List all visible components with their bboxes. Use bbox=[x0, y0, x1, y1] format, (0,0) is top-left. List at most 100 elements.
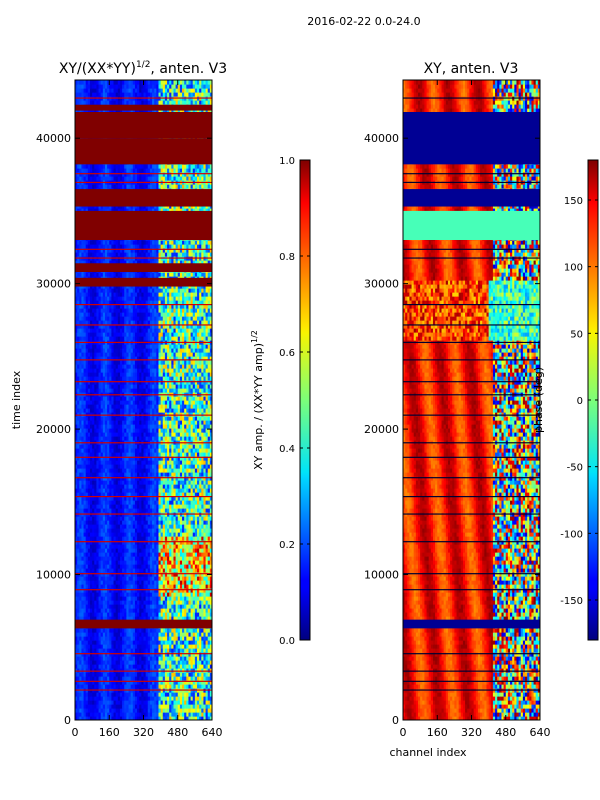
amplitude-cell bbox=[126, 480, 130, 485]
amplitude-cell bbox=[158, 712, 162, 717]
amplitude-cell bbox=[197, 612, 200, 617]
amplitude-cell bbox=[83, 576, 87, 581]
amplitude-cell bbox=[104, 520, 108, 525]
amplitude-cell bbox=[94, 472, 98, 477]
amplitude-cell bbox=[154, 696, 157, 701]
amplitude-cell bbox=[111, 592, 115, 597]
amplitude-cell bbox=[164, 508, 168, 513]
amplitude-cell bbox=[203, 584, 207, 589]
amplitude-cell bbox=[96, 528, 100, 533]
amplitude-cell bbox=[179, 424, 183, 429]
amplitude-cell bbox=[119, 592, 123, 597]
amplitude-cell bbox=[188, 580, 192, 585]
amplitude-cell bbox=[94, 628, 98, 633]
amplitude-cell bbox=[128, 532, 132, 537]
amplitude-cell bbox=[117, 588, 121, 593]
amplitude-cell bbox=[132, 432, 136, 437]
amplitude-cell bbox=[134, 692, 138, 697]
amplitude-cell bbox=[137, 656, 140, 661]
amplitude-cell bbox=[192, 456, 196, 461]
amplitude-cell bbox=[77, 428, 80, 433]
amplitude-cell bbox=[92, 588, 95, 593]
amplitude-cell bbox=[162, 412, 166, 417]
amplitude-cell bbox=[139, 596, 142, 601]
amplitude-cell bbox=[89, 420, 93, 425]
amplitude-cell bbox=[107, 504, 110, 509]
amplitude-cell bbox=[96, 656, 100, 661]
amplitude-cell bbox=[201, 476, 205, 481]
amplitude-cell bbox=[205, 460, 209, 465]
amplitude-cell bbox=[137, 696, 140, 701]
amplitude-cell bbox=[96, 568, 100, 573]
amplitude-cell bbox=[96, 576, 100, 581]
amplitude-cell bbox=[201, 644, 205, 649]
amplitude-cell bbox=[124, 572, 127, 577]
amplitude-cell bbox=[132, 480, 136, 485]
amplitude-cell bbox=[184, 588, 187, 593]
amplitude-cell bbox=[145, 540, 149, 545]
amplitude-cell bbox=[156, 704, 160, 709]
amplitude-cell bbox=[115, 520, 119, 525]
amplitude-cell bbox=[139, 492, 142, 497]
amplitude-cell bbox=[199, 424, 202, 429]
amplitude-cell bbox=[75, 420, 78, 425]
amplitude-cell bbox=[100, 616, 104, 621]
amplitude-cell bbox=[141, 416, 145, 421]
amplitude-heatmap bbox=[75, 80, 212, 720]
amplitude-cell bbox=[182, 612, 185, 617]
amplitude-cell bbox=[132, 648, 136, 653]
amplitude-cell bbox=[119, 488, 123, 493]
amplitude-cell bbox=[164, 656, 168, 661]
amplitude-cell bbox=[113, 696, 117, 701]
amplitude-cell bbox=[124, 456, 127, 461]
amplitude-cell bbox=[162, 488, 166, 493]
amplitude-cell bbox=[77, 660, 80, 665]
amplitude-cell bbox=[115, 672, 119, 677]
amplitude-cell bbox=[169, 420, 172, 425]
amplitude-cell bbox=[147, 632, 151, 637]
amplitude-cell bbox=[117, 528, 121, 533]
amplitude-cell bbox=[182, 600, 185, 605]
amplitude-cell bbox=[197, 536, 200, 541]
amplitude-cell bbox=[117, 540, 121, 545]
amplitude-cell bbox=[102, 552, 106, 557]
amplitude-cell bbox=[128, 416, 132, 421]
amplitude-cell bbox=[119, 476, 123, 481]
amplitude-cell bbox=[192, 472, 196, 477]
amplitude-cell bbox=[79, 408, 83, 413]
amplitude-cell bbox=[147, 652, 151, 657]
amplitude-cell bbox=[79, 640, 83, 645]
amplitude-cell bbox=[98, 468, 102, 473]
amplitude-cell bbox=[184, 640, 187, 645]
amplitude-cell bbox=[79, 548, 83, 553]
amplitude-cell bbox=[83, 484, 87, 489]
amplitude-cell bbox=[113, 552, 117, 557]
amplitude-cell bbox=[87, 504, 91, 509]
amplitude-cell bbox=[152, 448, 155, 453]
amplitude-cell bbox=[85, 468, 89, 473]
amplitude-cell bbox=[107, 536, 110, 541]
amplitude-cell bbox=[104, 640, 108, 645]
amplitude-cell bbox=[87, 712, 91, 717]
amplitude-cell bbox=[160, 428, 164, 433]
amplitude-cell bbox=[79, 448, 83, 453]
amplitude-cell bbox=[143, 648, 147, 653]
amplitude-cell bbox=[102, 704, 106, 709]
amplitude-cell bbox=[130, 588, 134, 593]
amplitude-cell bbox=[117, 652, 121, 657]
amplitude-cell bbox=[167, 704, 170, 709]
amplitude-cell bbox=[77, 616, 80, 621]
amplitude-cell bbox=[171, 552, 175, 557]
amplitude-cell bbox=[94, 444, 98, 449]
amplitude-cell bbox=[124, 424, 127, 429]
amplitude-cell bbox=[96, 660, 100, 665]
amplitude-cell bbox=[167, 660, 170, 665]
amplitude-cell bbox=[173, 656, 177, 661]
amplitude-cell bbox=[192, 584, 196, 589]
amplitude-cell bbox=[149, 644, 153, 649]
amplitude-cell bbox=[124, 652, 127, 657]
amplitude-cell bbox=[147, 520, 151, 525]
amplitude-cell bbox=[126, 616, 130, 621]
amplitude-cell bbox=[190, 420, 194, 425]
amplitude-cell bbox=[147, 704, 151, 709]
